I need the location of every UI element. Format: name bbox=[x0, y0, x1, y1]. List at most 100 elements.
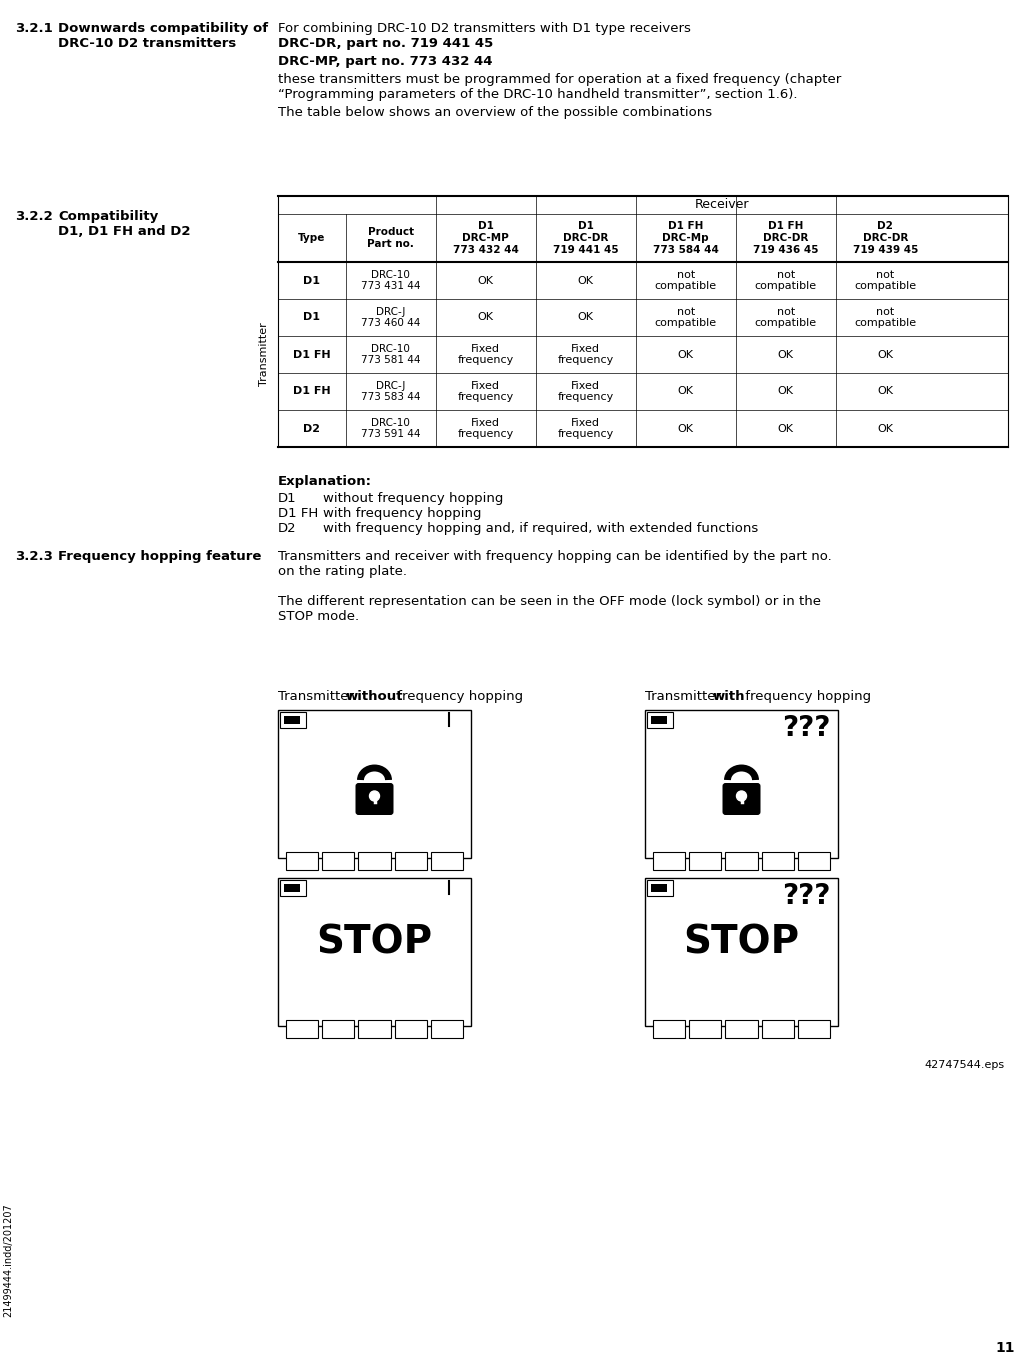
Text: 42747544.eps: 42747544.eps bbox=[925, 1060, 1005, 1069]
Text: DRC-10
773 591 44: DRC-10 773 591 44 bbox=[362, 418, 420, 439]
Text: not
compatible: not compatible bbox=[654, 270, 717, 291]
Text: D1 FH: D1 FH bbox=[293, 387, 331, 396]
Bar bbox=[280, 712, 306, 728]
FancyBboxPatch shape bbox=[355, 783, 393, 814]
Text: 11: 11 bbox=[995, 1341, 1015, 1355]
Text: Transmitter: Transmitter bbox=[645, 690, 725, 703]
Text: Transmitter: Transmitter bbox=[278, 690, 358, 703]
Text: these transmitters must be programmed for operation at a fixed frequency (chapte: these transmitters must be programmed fo… bbox=[278, 73, 841, 86]
Text: D2
DRC-DR
719 439 45: D2 DRC-DR 719 439 45 bbox=[852, 221, 918, 255]
Bar bbox=[725, 851, 758, 871]
Bar bbox=[284, 716, 300, 724]
Text: 3.2.2: 3.2.2 bbox=[15, 210, 52, 223]
Text: STOP: STOP bbox=[316, 923, 432, 961]
Text: STOP mode.: STOP mode. bbox=[278, 610, 359, 622]
Circle shape bbox=[736, 791, 747, 801]
Text: Fixed
frequency: Fixed frequency bbox=[458, 418, 514, 439]
Text: ???: ??? bbox=[782, 714, 830, 742]
Text: DRC-10
773 581 44: DRC-10 773 581 44 bbox=[362, 344, 420, 365]
Text: 3.2.1: 3.2.1 bbox=[15, 22, 52, 36]
Bar bbox=[284, 884, 300, 893]
Bar bbox=[278, 710, 471, 858]
Text: DRC-DR, part no. 719 441 45: DRC-DR, part no. 719 441 45 bbox=[278, 37, 493, 49]
Text: Type: Type bbox=[298, 233, 326, 243]
Bar bbox=[762, 851, 794, 871]
Text: ???: ??? bbox=[782, 882, 830, 910]
Text: D1: D1 bbox=[278, 492, 297, 505]
FancyBboxPatch shape bbox=[723, 783, 761, 814]
Bar bbox=[286, 851, 318, 871]
Bar bbox=[394, 1020, 427, 1038]
Text: OK: OK bbox=[877, 350, 893, 359]
Text: Product
Part no.: Product Part no. bbox=[368, 228, 414, 248]
Text: D1 FH
DRC-Mp
773 584 44: D1 FH DRC-Mp 773 584 44 bbox=[653, 221, 719, 255]
Text: OK: OK bbox=[678, 350, 693, 359]
Text: D1, D1 FH and D2: D1, D1 FH and D2 bbox=[58, 225, 190, 239]
Text: Transmitters and receiver with frequency hopping can be identified by the part n: Transmitters and receiver with frequency… bbox=[278, 550, 832, 563]
Bar bbox=[798, 1020, 830, 1038]
Text: not
compatible: not compatible bbox=[854, 307, 916, 328]
Text: Compatibility: Compatibility bbox=[58, 210, 158, 223]
Text: OK: OK bbox=[578, 313, 594, 322]
Bar bbox=[762, 1020, 794, 1038]
Text: 3.2.3: 3.2.3 bbox=[15, 550, 52, 563]
Bar bbox=[725, 1020, 758, 1038]
Bar bbox=[645, 877, 838, 1026]
Text: STOP: STOP bbox=[683, 923, 800, 961]
Text: not
compatible: not compatible bbox=[755, 307, 816, 328]
Text: on the rating plate.: on the rating plate. bbox=[278, 565, 407, 579]
Text: OK: OK bbox=[578, 276, 594, 285]
Bar bbox=[645, 710, 838, 858]
Bar bbox=[653, 1020, 685, 1038]
Bar bbox=[286, 1020, 318, 1038]
Bar bbox=[647, 712, 673, 728]
Text: OK: OK bbox=[777, 387, 794, 396]
Text: D1 FH: D1 FH bbox=[278, 507, 318, 520]
Bar bbox=[394, 851, 427, 871]
Bar bbox=[430, 851, 463, 871]
Text: Fixed
frequency: Fixed frequency bbox=[558, 418, 614, 439]
Text: DRC-J
773 583 44: DRC-J 773 583 44 bbox=[362, 381, 420, 402]
Text: DRC-J
773 460 44: DRC-J 773 460 44 bbox=[362, 307, 420, 328]
Text: D1: D1 bbox=[303, 313, 320, 322]
Text: Receiver: Receiver bbox=[694, 199, 749, 211]
Text: Downwards compatibility of: Downwards compatibility of bbox=[58, 22, 268, 36]
Text: OK: OK bbox=[877, 387, 893, 396]
Text: Fixed
frequency: Fixed frequency bbox=[458, 344, 514, 365]
Text: D1: D1 bbox=[303, 276, 320, 285]
Text: Frequency hopping feature: Frequency hopping feature bbox=[58, 550, 262, 563]
Text: For combining DRC-10 D2 transmitters with D1 type receivers: For combining DRC-10 D2 transmitters wit… bbox=[278, 22, 691, 36]
Text: Transmitter: Transmitter bbox=[259, 322, 269, 387]
Bar bbox=[358, 1020, 390, 1038]
Text: The different representation can be seen in the OFF mode (lock symbol) or in the: The different representation can be seen… bbox=[278, 595, 821, 607]
Text: Fixed
frequency: Fixed frequency bbox=[558, 344, 614, 365]
Text: OK: OK bbox=[877, 424, 893, 433]
Text: with: with bbox=[713, 690, 746, 703]
Text: The table below shows an overview of the possible combinations: The table below shows an overview of the… bbox=[278, 106, 712, 119]
Text: frequency hopping: frequency hopping bbox=[393, 690, 523, 703]
Text: “Programming parameters of the DRC-10 handheld transmitter”, section 1.6).: “Programming parameters of the DRC-10 ha… bbox=[278, 88, 798, 101]
Bar bbox=[689, 851, 721, 871]
Bar bbox=[651, 716, 667, 724]
Text: OK: OK bbox=[478, 313, 494, 322]
Text: D1 FH: D1 FH bbox=[293, 350, 331, 359]
Text: frequency hopping: frequency hopping bbox=[741, 690, 871, 703]
Text: OK: OK bbox=[777, 424, 794, 433]
Bar bbox=[653, 851, 685, 871]
Text: with frequency hopping: with frequency hopping bbox=[324, 507, 482, 520]
Bar bbox=[322, 851, 354, 871]
Text: not
compatible: not compatible bbox=[654, 307, 717, 328]
Text: D1
DRC-MP
773 432 44: D1 DRC-MP 773 432 44 bbox=[453, 221, 519, 255]
Text: not
compatible: not compatible bbox=[755, 270, 816, 291]
Text: DRC-MP, part no. 773 432 44: DRC-MP, part no. 773 432 44 bbox=[278, 55, 493, 69]
Text: without: without bbox=[346, 690, 404, 703]
Bar bbox=[322, 1020, 354, 1038]
Text: D2: D2 bbox=[278, 522, 297, 535]
Text: OK: OK bbox=[678, 424, 693, 433]
Text: D1 FH
DRC-DR
719 436 45: D1 FH DRC-DR 719 436 45 bbox=[753, 221, 819, 255]
Text: DRC-10
773 431 44: DRC-10 773 431 44 bbox=[362, 270, 420, 291]
Bar bbox=[430, 1020, 463, 1038]
Text: Explanation:: Explanation: bbox=[278, 474, 372, 488]
Bar bbox=[689, 1020, 721, 1038]
Bar bbox=[651, 884, 667, 893]
